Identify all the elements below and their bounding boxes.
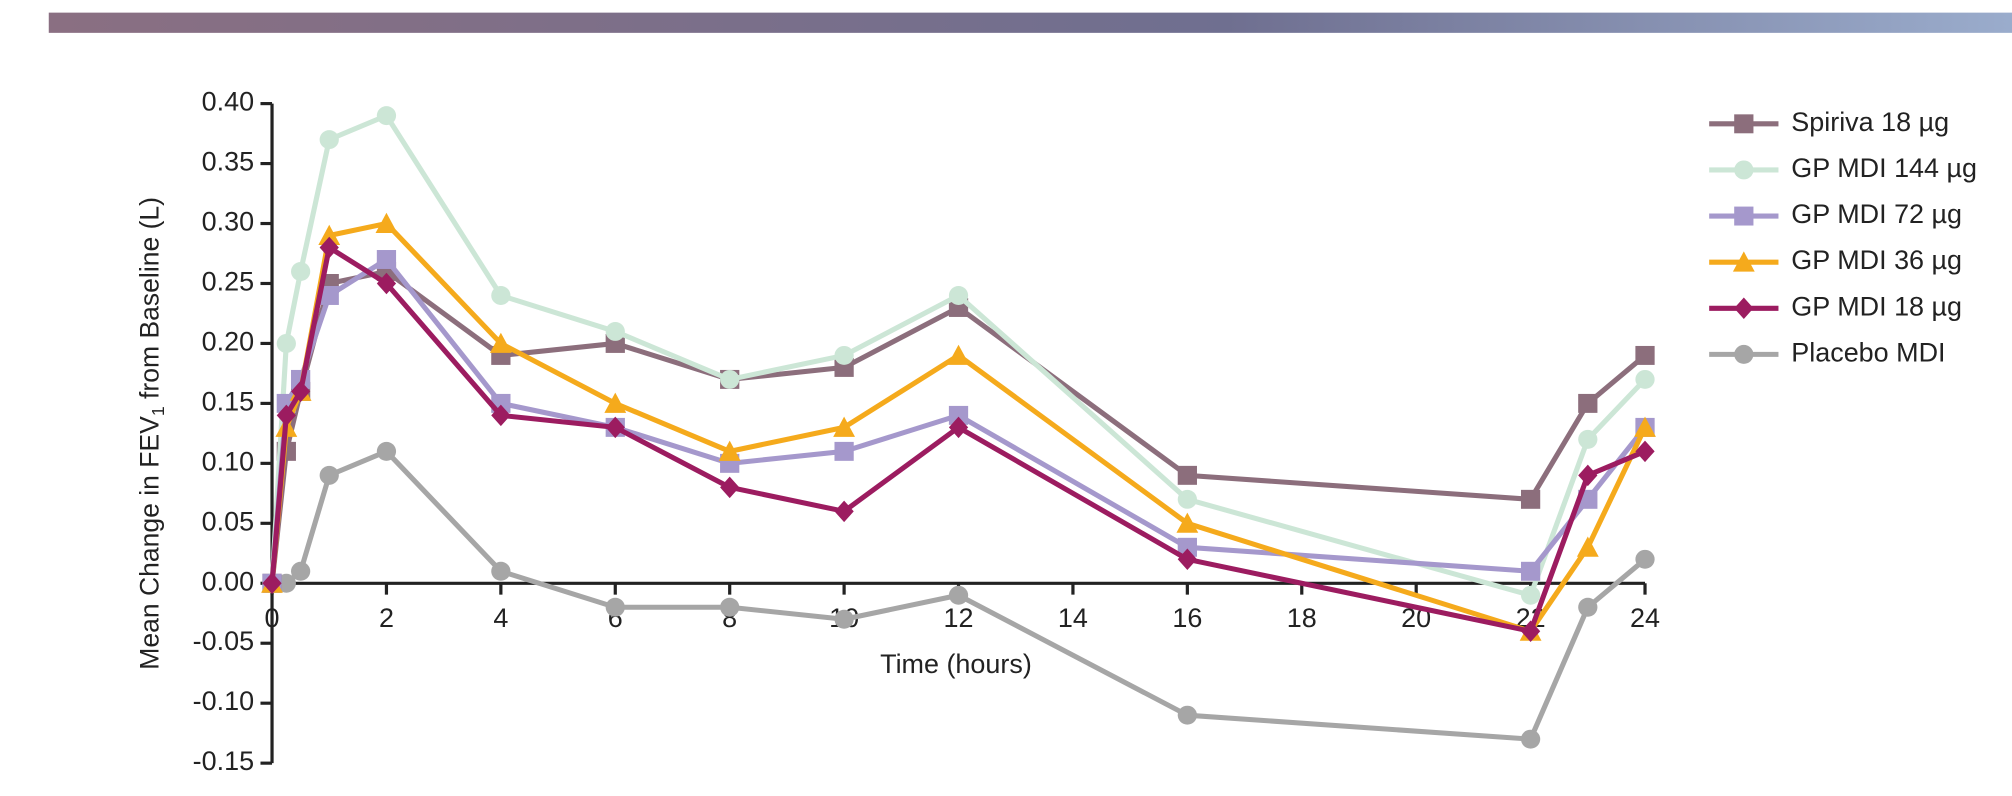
data-point — [291, 562, 310, 581]
header-band — [49, 13, 2012, 33]
data-point — [1521, 586, 1540, 605]
x-tick-label: 16 — [1172, 603, 1202, 633]
legend-label: GP MDI 72 µg — [1791, 199, 1962, 229]
data-point — [1578, 598, 1597, 617]
x-tick-label: 24 — [1630, 603, 1660, 633]
data-point — [1178, 706, 1197, 725]
data-point — [377, 250, 396, 269]
y-tick-label: -0.10 — [193, 686, 254, 716]
y-tick-label: 0.00 — [202, 566, 254, 596]
legend-label: GP MDI 144 µg — [1791, 153, 1977, 183]
data-point — [720, 370, 739, 389]
legend-marker — [1734, 160, 1753, 179]
data-point — [377, 442, 396, 461]
data-point — [949, 586, 968, 605]
data-point — [1521, 730, 1540, 749]
data-point — [604, 393, 626, 413]
y-tick-label: 0.10 — [202, 447, 254, 477]
y-tick-label: -0.15 — [193, 746, 254, 776]
data-point — [277, 334, 296, 353]
legend-label: Placebo MDI — [1791, 338, 1945, 368]
x-tick-label: 14 — [1058, 603, 1088, 633]
legend-marker — [1734, 114, 1753, 133]
legend-marker — [1734, 207, 1753, 226]
data-point — [834, 346, 853, 365]
data-point — [491, 562, 510, 581]
y-tick-label: -0.05 — [193, 626, 254, 656]
legend-label: GP MDI 36 µg — [1791, 245, 1962, 275]
data-point — [1178, 490, 1197, 509]
data-point — [491, 286, 510, 305]
legend-marker — [1734, 345, 1753, 364]
y-axis-title: Mean Change in FEV1 from Baseline (L) — [134, 197, 168, 670]
data-point — [291, 262, 310, 281]
y-tick-label: 0.25 — [202, 267, 254, 297]
data-point — [720, 598, 739, 617]
chart: Time (hours) Mean Change in FEV1 from Ba… — [0, 0, 2012, 796]
data-point — [1635, 550, 1654, 569]
data-point — [834, 442, 853, 461]
data-point — [1577, 537, 1599, 557]
x-axis-title: Time (hours) — [880, 649, 1032, 679]
y-tick-label: 0.40 — [202, 87, 254, 117]
x-tick-label: 4 — [493, 603, 508, 633]
y-tick-label: 0.20 — [202, 327, 254, 357]
legend-label: Spiriva 18 µg — [1791, 107, 1949, 137]
y-tick-label: 0.15 — [202, 387, 254, 417]
data-point — [1578, 394, 1597, 413]
x-tick-label: 12 — [944, 603, 974, 633]
data-point — [834, 610, 853, 629]
legend-marker — [1734, 298, 1753, 319]
data-point — [949, 286, 968, 305]
data-point — [606, 598, 625, 617]
data-point — [1521, 562, 1540, 581]
data-point — [320, 130, 339, 149]
data-point — [720, 477, 739, 498]
data-point — [1578, 430, 1597, 449]
x-tick-label: 0 — [265, 603, 280, 633]
data-point — [1578, 465, 1597, 486]
data-point — [1521, 490, 1540, 509]
data-point — [320, 466, 339, 485]
x-tick-label: 2 — [379, 603, 394, 633]
data-point — [948, 345, 970, 365]
y-tick-label: 0.05 — [202, 507, 254, 537]
data-point — [1635, 370, 1654, 389]
y-tick-label: 0.30 — [202, 207, 254, 237]
data-point — [377, 106, 396, 125]
legend-label: GP MDI 18 µg — [1791, 291, 1962, 321]
y-tick-label: 0.35 — [202, 147, 254, 177]
x-tick-label: 18 — [1287, 603, 1317, 633]
data-point — [1635, 346, 1654, 365]
data-point — [606, 322, 625, 341]
data-point — [1178, 466, 1197, 485]
